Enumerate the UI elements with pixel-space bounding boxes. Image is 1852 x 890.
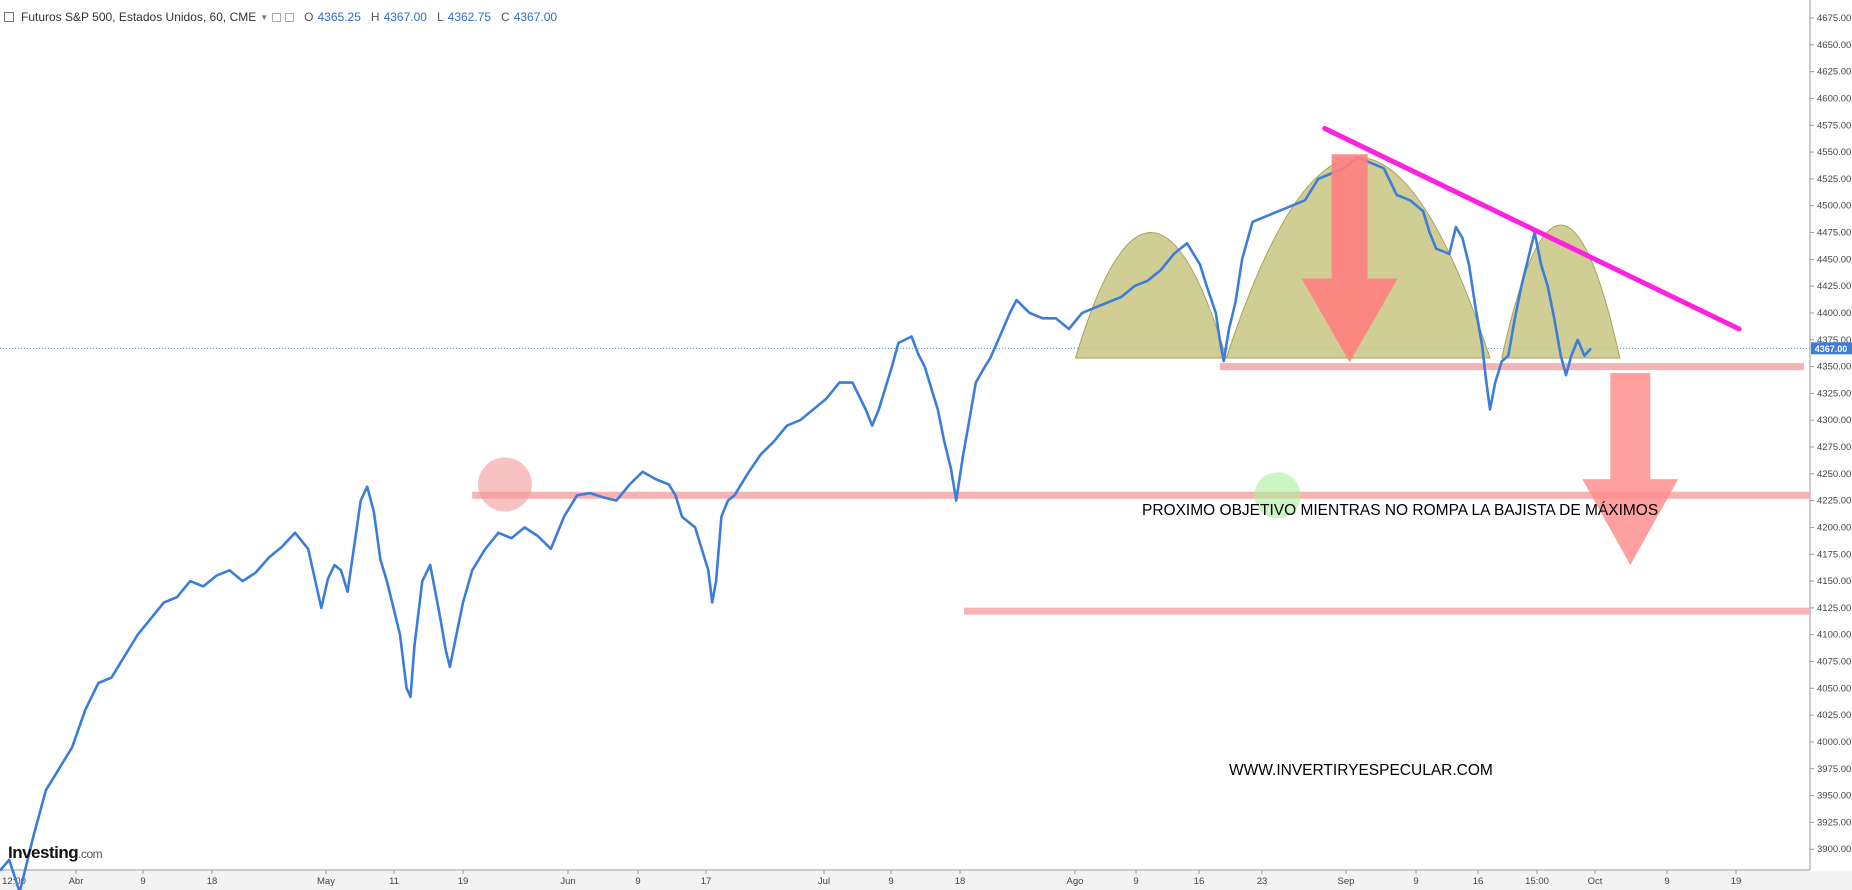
x-tick-label: 9 — [140, 876, 145, 887]
close-label: C — [501, 10, 510, 24]
y-tick-label: 4275.00 — [1817, 442, 1851, 453]
x-axis: 12:00 Abr 9 18 May 11 19 Jun 9 17 Jul 9 18 Ago 9 16 23 Se… — [0, 869, 1852, 890]
x-tick-label: 12:00 — [2, 876, 26, 887]
x-tick-label: May — [317, 876, 335, 887]
y-tick-label: 4450.00 — [1817, 254, 1851, 265]
high-value: 4367.00 — [383, 10, 427, 24]
x-tick-label: 11 — [389, 876, 399, 887]
x-tick-label: 16 — [1473, 876, 1484, 887]
x-tick-label: 9 — [1664, 876, 1669, 887]
head-target-arrow — [1301, 154, 1398, 363]
y-tick-label: 4675.00 — [1817, 13, 1851, 24]
y-tick-label: 4625.00 — [1817, 67, 1851, 78]
y-tick-label: 4200.00 — [1817, 522, 1851, 533]
x-tick-label: 19 — [458, 876, 469, 887]
y-tick-label: 4350.00 — [1817, 362, 1851, 373]
x-tick-label: Jun — [560, 876, 575, 887]
target-annotation: PROXIMO OBJETIVO MIENTRAS NO ROMPA LA BA… — [1142, 502, 1659, 519]
y-tick-label: 4325.00 — [1817, 388, 1851, 399]
y-tick-label: 4050.00 — [1817, 683, 1851, 694]
x-tick-label: Sep — [1338, 876, 1355, 887]
y-tick-label: 4575.00 — [1817, 120, 1851, 131]
y-tick-label: 4600.00 — [1817, 93, 1851, 104]
hide-icon[interactable] — [285, 12, 295, 22]
x-tick-label: 9 — [1133, 876, 1138, 887]
x-tick-label: 23 — [1257, 876, 1268, 887]
close-value: 4367.00 — [513, 10, 558, 24]
x-tick-label: 18 — [207, 876, 218, 887]
last-price-tag — [1811, 342, 1852, 355]
x-tick-label: 18 — [955, 876, 966, 887]
website-annotation: WWW.INVERTIRYESPECULAR.COM — [1229, 762, 1493, 779]
y-tick-label: 4225.00 — [1817, 496, 1851, 507]
y-tick-label: 3925.00 — [1817, 817, 1851, 828]
descending-trendline — [1322, 125, 1742, 332]
x-tick-label: 9 — [888, 876, 893, 887]
y-tick-label: 4300.00 — [1817, 415, 1851, 426]
y-tick-label: 4000.00 — [1817, 737, 1851, 748]
y-axis: 3875.003900.003925.003950.003975.004000.… — [1809, 0, 1852, 882]
y-tick-label: 4650.00 — [1817, 40, 1851, 51]
chart-marks — [0, 125, 1810, 890]
x-tick-label: 9 — [635, 876, 640, 887]
x-tick-label: 15:00 — [1525, 876, 1549, 887]
y-tick-label: 4075.00 — [1817, 657, 1851, 668]
pattern-base — [990, 347, 1076, 358]
left-shoulder-shape — [1074, 232, 1228, 359]
y-tick-label: 3950.00 — [1817, 791, 1851, 802]
x-tick-label: 19 — [1731, 876, 1742, 887]
x-tick-label: Oct — [1588, 876, 1603, 887]
y-tick-label: 4125.00 — [1817, 603, 1851, 614]
y-tick-label: 4100.00 — [1817, 630, 1851, 641]
y-tick-label: 4550.00 — [1817, 147, 1851, 158]
y-tick-label: 4175.00 — [1817, 549, 1851, 560]
logo-suffix: .com — [78, 847, 103, 861]
investing-logo: Investing.com — [8, 843, 103, 863]
x-tick-label: Abr — [69, 876, 84, 887]
collapse-icon[interactable] — [4, 12, 14, 22]
x-tick-label: 16 — [1194, 876, 1205, 887]
y-tick-label: 3975.00 — [1817, 764, 1851, 775]
y-tick-label: 4425.00 — [1817, 281, 1851, 292]
price-series-line — [0, 156, 1592, 890]
low-label: L — [436, 10, 444, 24]
x-tick-label: 17 — [701, 876, 712, 887]
support-circle — [1254, 472, 1301, 519]
chart-header: Futuros S&P 500, Estados Unidos, 60, CME… — [4, 10, 557, 24]
y-tick-label: 4375.00 — [1817, 335, 1851, 346]
open-value: 4365.25 — [317, 10, 361, 24]
y-tick-label: 4250.00 — [1817, 469, 1851, 480]
y-tick-label: 4525.00 — [1817, 174, 1851, 185]
x-tick-label: Ago — [1067, 876, 1084, 887]
open-label: O — [304, 10, 314, 24]
last-price-label: 4367.00 — [1815, 344, 1848, 354]
resistance-circle — [477, 457, 532, 512]
y-tick-label: 4500.00 — [1817, 201, 1851, 212]
x-tick-label: 9 — [1413, 876, 1418, 887]
high-label: H — [370, 10, 380, 24]
y-tick-label: 4025.00 — [1817, 710, 1851, 721]
y-tick-label: 4400.00 — [1817, 308, 1851, 319]
next-target-arrow — [1582, 372, 1679, 565]
x-tick-label: Jul — [818, 876, 830, 887]
y-tick-label: 4150.00 — [1817, 576, 1851, 587]
x-axis-band — [0, 871, 1852, 890]
chevron-down-icon[interactable]: ▼ — [260, 12, 269, 22]
y-tick-label: 3900.00 — [1817, 844, 1851, 855]
y-tick-label: 4475.00 — [1817, 228, 1851, 239]
symbol-title: Futuros S&P 500, Estados Unidos, 60, CME — [21, 10, 257, 24]
logo-text: Investing — [8, 843, 79, 862]
settings-icon[interactable] — [272, 12, 282, 22]
low-value: 4362.75 — [447, 10, 492, 24]
